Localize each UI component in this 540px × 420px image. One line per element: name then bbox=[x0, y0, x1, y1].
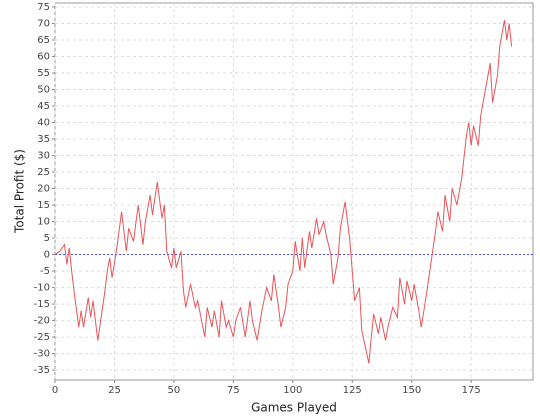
y-tick-label: 0 bbox=[44, 250, 50, 261]
x-tick-label: 25 bbox=[108, 385, 121, 396]
x-tick-label: 125 bbox=[343, 385, 362, 396]
y-tick-label: 15 bbox=[37, 200, 50, 211]
x-tick-label: 100 bbox=[283, 385, 302, 396]
y-tick-label: -15 bbox=[34, 299, 50, 310]
y-tick-label: 60 bbox=[37, 51, 50, 62]
y-tick-label: 75 bbox=[37, 2, 50, 13]
y-tick-label: 10 bbox=[37, 217, 50, 228]
line-series bbox=[54, 20, 513, 364]
y-tick-label: -35 bbox=[34, 365, 50, 376]
y-tick-label: 50 bbox=[37, 84, 50, 95]
y-tick-label: 70 bbox=[37, 18, 50, 29]
x-tick-label: 150 bbox=[402, 385, 421, 396]
y-tick-label: 25 bbox=[37, 167, 50, 178]
y-tick-label: -30 bbox=[34, 349, 50, 360]
plot-area bbox=[54, 2, 534, 381]
y-tick-label: 45 bbox=[37, 101, 50, 112]
y-tick-label: 55 bbox=[37, 68, 50, 79]
y-tick-label: 5 bbox=[44, 233, 50, 244]
x-tick-label: 175 bbox=[462, 385, 481, 396]
y-tick-label: 20 bbox=[37, 184, 50, 195]
x-tick-label: 50 bbox=[168, 385, 181, 396]
x-tick-label: 0 bbox=[52, 385, 58, 396]
x-axis-title: Games Played bbox=[251, 401, 337, 415]
y-tick-label: 35 bbox=[37, 134, 50, 145]
y-tick-label: 40 bbox=[37, 118, 50, 129]
y-tick-label: -20 bbox=[34, 316, 50, 327]
y-tick-label: -5 bbox=[40, 266, 50, 277]
y-axis-title: Total Profit ($) bbox=[13, 149, 27, 234]
y-tick-label: 30 bbox=[37, 151, 50, 162]
y-tick-label: -10 bbox=[34, 283, 50, 294]
y-tick-label: -25 bbox=[34, 332, 50, 343]
y-tick-label: 65 bbox=[37, 35, 50, 46]
x-tick-label: 75 bbox=[227, 385, 240, 396]
